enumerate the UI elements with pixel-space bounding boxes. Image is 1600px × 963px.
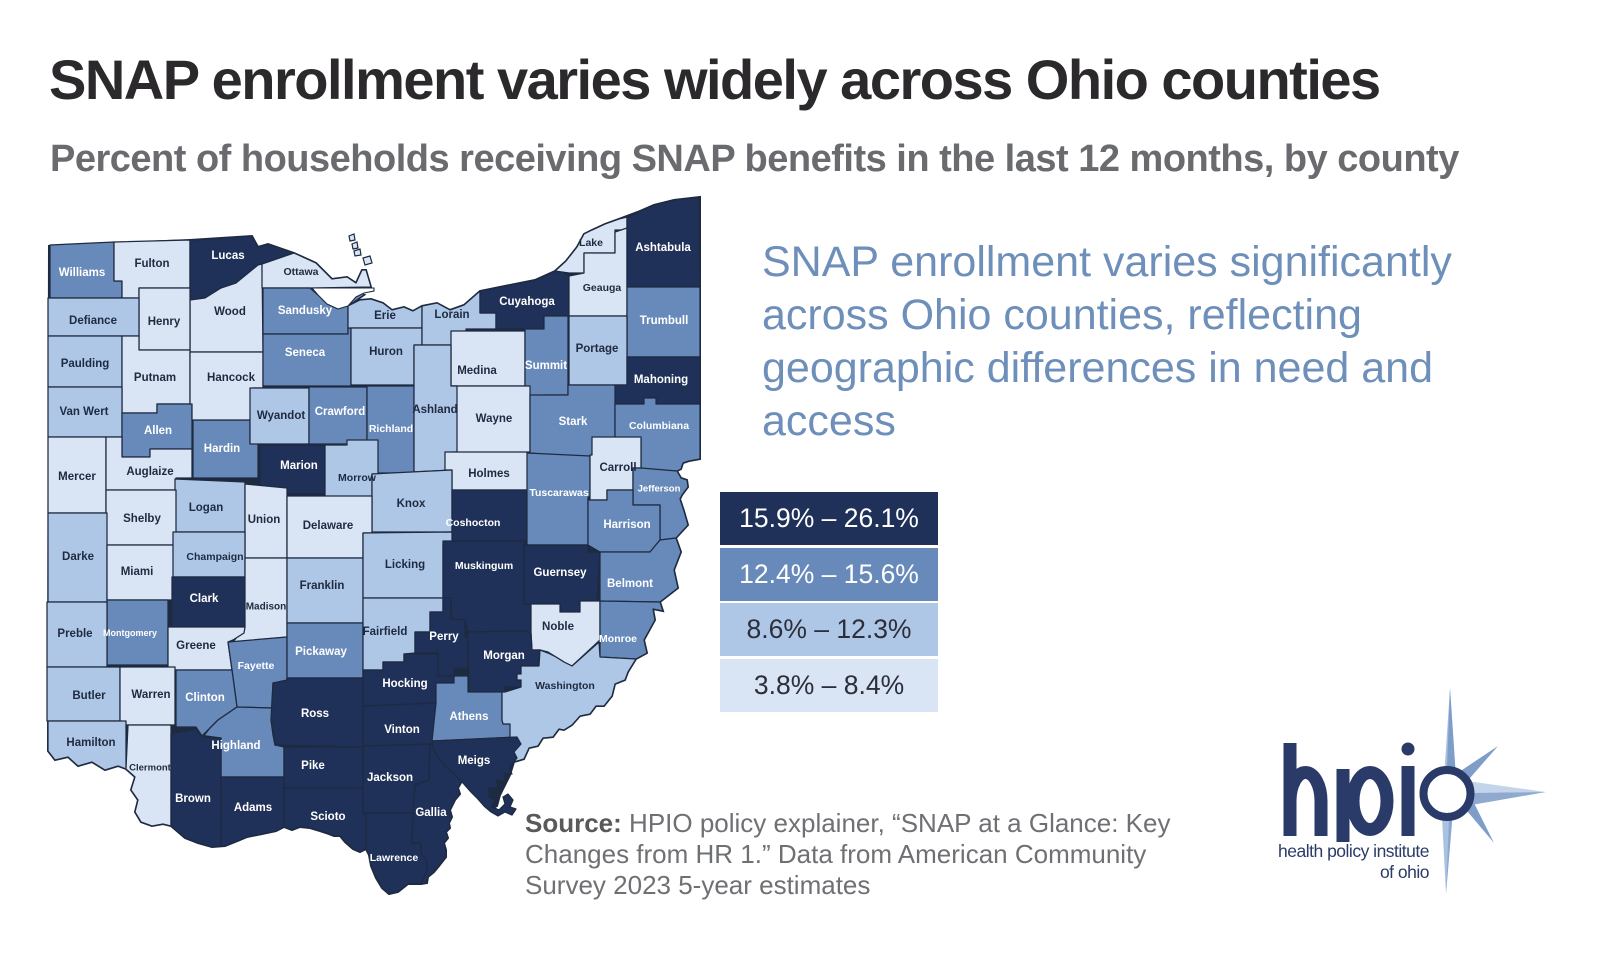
- svg-text:Sandusky: Sandusky: [278, 305, 333, 317]
- svg-text:Union: Union: [248, 514, 281, 526]
- svg-text:Warren: Warren: [131, 689, 170, 701]
- svg-text:Geauga: Geauga: [583, 282, 622, 294]
- svg-text:Pike: Pike: [301, 760, 325, 772]
- svg-text:Seneca: Seneca: [285, 347, 326, 359]
- svg-text:Ottawa: Ottawa: [283, 266, 318, 278]
- svg-text:Guernsey: Guernsey: [533, 567, 587, 579]
- svg-text:Erie: Erie: [374, 310, 396, 322]
- svg-text:Ashland: Ashland: [412, 404, 457, 416]
- svg-text:of ohio: of ohio: [1380, 862, 1429, 882]
- svg-text:Miami: Miami: [121, 566, 154, 578]
- svg-text:Hamilton: Hamilton: [66, 737, 115, 749]
- svg-text:Auglaize: Auglaize: [126, 466, 173, 478]
- svg-text:Meigs: Meigs: [458, 755, 491, 767]
- svg-text:Brown: Brown: [175, 793, 211, 805]
- svg-text:Williams: Williams: [59, 267, 106, 279]
- svg-text:Fulton: Fulton: [134, 258, 169, 270]
- svg-text:Greene: Greene: [176, 640, 216, 652]
- svg-text:Clermont: Clermont: [129, 763, 172, 774]
- svg-text:Franklin: Franklin: [300, 580, 345, 592]
- svg-text:Morgan: Morgan: [483, 650, 525, 662]
- svg-text:Fairfield: Fairfield: [363, 626, 408, 638]
- svg-text:Cuyahoga: Cuyahoga: [499, 296, 555, 308]
- svg-text:Lawrence: Lawrence: [370, 852, 419, 864]
- svg-text:Delaware: Delaware: [303, 520, 354, 532]
- svg-text:Fayette: Fayette: [238, 660, 275, 672]
- svg-text:Medina: Medina: [457, 365, 497, 377]
- svg-text:Henry: Henry: [148, 316, 181, 328]
- svg-text:Hancock: Hancock: [207, 372, 256, 384]
- svg-text:Darke: Darke: [62, 551, 94, 563]
- svg-text:Harrison: Harrison: [603, 519, 650, 531]
- svg-text:Shelby: Shelby: [123, 513, 161, 525]
- svg-text:Stark: Stark: [559, 416, 588, 428]
- svg-text:Washington: Washington: [535, 680, 595, 692]
- svg-text:Jackson: Jackson: [367, 772, 413, 784]
- svg-text:Lake: Lake: [579, 237, 603, 249]
- svg-text:Mahoning: Mahoning: [634, 374, 688, 386]
- svg-text:Carroll: Carroll: [599, 462, 636, 474]
- svg-text:Montgomery: Montgomery: [103, 628, 157, 638]
- svg-text:Lorain: Lorain: [434, 309, 469, 321]
- svg-text:Jefferson: Jefferson: [638, 484, 681, 495]
- svg-text:Perry: Perry: [429, 631, 459, 643]
- svg-text:Morrow: Morrow: [338, 472, 377, 484]
- svg-text:Van Wert: Van Wert: [60, 406, 109, 418]
- svg-text:Portage: Portage: [576, 343, 619, 355]
- svg-text:Knox: Knox: [397, 498, 426, 510]
- svg-text:Paulding: Paulding: [61, 358, 110, 370]
- svg-text:Clinton: Clinton: [185, 692, 225, 704]
- svg-text:Trumbull: Trumbull: [640, 315, 689, 327]
- svg-text:Noble: Noble: [542, 621, 574, 633]
- svg-text:Columbiana: Columbiana: [629, 420, 689, 432]
- svg-text:Mercer: Mercer: [58, 471, 96, 483]
- svg-text:Allen: Allen: [144, 425, 172, 437]
- svg-text:Madison: Madison: [246, 602, 287, 613]
- svg-text:Gallia: Gallia: [415, 807, 447, 819]
- svg-text:Clark: Clark: [190, 593, 219, 605]
- svg-text:Ashtabula: Ashtabula: [635, 242, 691, 254]
- svg-text:Putnam: Putnam: [134, 372, 176, 384]
- svg-text:health policy institute: health policy institute: [1278, 841, 1429, 861]
- svg-text:Champaign: Champaign: [186, 551, 243, 563]
- svg-text:Defiance: Defiance: [69, 315, 117, 327]
- svg-text:Highland: Highland: [211, 740, 260, 752]
- svg-text:Ross: Ross: [301, 708, 329, 720]
- svg-text:Crawford: Crawford: [315, 406, 365, 418]
- svg-text:Hocking: Hocking: [382, 678, 427, 690]
- svg-text:Summit: Summit: [525, 360, 567, 372]
- svg-text:Marion: Marion: [280, 460, 318, 472]
- svg-text:Vinton: Vinton: [384, 724, 420, 736]
- svg-text:Athens: Athens: [450, 711, 489, 723]
- svg-text:Pickaway: Pickaway: [295, 646, 347, 658]
- svg-text:Holmes: Holmes: [468, 468, 510, 480]
- svg-text:Huron: Huron: [369, 346, 403, 358]
- svg-text:Tuscarawas: Tuscarawas: [529, 487, 588, 499]
- svg-text:Belmont: Belmont: [607, 578, 653, 590]
- svg-text:Butler: Butler: [72, 690, 106, 702]
- svg-text:Wyandot: Wyandot: [257, 410, 306, 422]
- svg-text:Richland: Richland: [369, 423, 413, 435]
- svg-text:Licking: Licking: [385, 559, 425, 571]
- svg-text:Scioto: Scioto: [310, 811, 345, 823]
- svg-text:Monroe: Monroe: [599, 633, 637, 645]
- svg-text:Muskingum: Muskingum: [455, 560, 513, 572]
- svg-text:Wood: Wood: [214, 306, 246, 318]
- svg-text:Coshocton: Coshocton: [446, 517, 501, 529]
- svg-text:Wayne: Wayne: [476, 413, 513, 425]
- svg-text:Hardin: Hardin: [204, 443, 240, 455]
- svg-text:Preble: Preble: [57, 628, 92, 640]
- svg-text:Adams: Adams: [234, 802, 272, 814]
- svg-text:Lucas: Lucas: [211, 250, 244, 262]
- svg-text:Logan: Logan: [189, 502, 224, 514]
